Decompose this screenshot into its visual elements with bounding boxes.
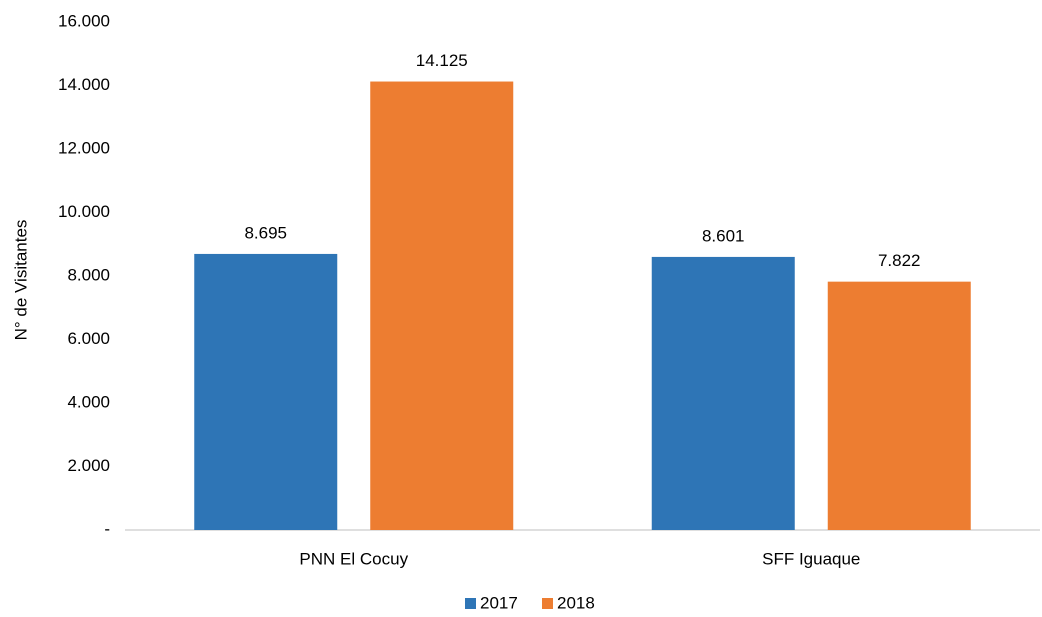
y-tick-label: 8.000 xyxy=(67,265,110,284)
value-label: 7.822 xyxy=(878,251,921,270)
legend-swatch xyxy=(465,598,476,609)
value-label: 14.125 xyxy=(416,51,468,70)
value-label: 8.601 xyxy=(702,226,745,245)
bar xyxy=(827,281,971,530)
y-tick-label: 2.000 xyxy=(67,456,110,475)
y-axis-label: N° de Visitantes xyxy=(11,220,30,341)
y-tick-label: 6.000 xyxy=(67,329,110,348)
legend-swatch xyxy=(542,598,553,609)
legend-label: 2017 xyxy=(480,593,518,612)
x-tick-label: PNN El Cocuy xyxy=(299,549,408,568)
y-tick-label: 4.000 xyxy=(67,392,110,411)
bar xyxy=(651,256,795,530)
y-tick-label: 12.000 xyxy=(58,138,110,157)
legend-label: 2018 xyxy=(557,593,595,612)
y-tick-label: - xyxy=(104,519,110,538)
bar xyxy=(370,81,514,530)
y-tick-label: 14.000 xyxy=(58,75,110,94)
bar xyxy=(194,253,338,530)
y-tick-label: 10.000 xyxy=(58,202,110,221)
value-label: 8.695 xyxy=(244,223,287,242)
x-tick-label: SFF Iguaque xyxy=(762,549,860,568)
y-tick-label: 16.000 xyxy=(58,11,110,30)
